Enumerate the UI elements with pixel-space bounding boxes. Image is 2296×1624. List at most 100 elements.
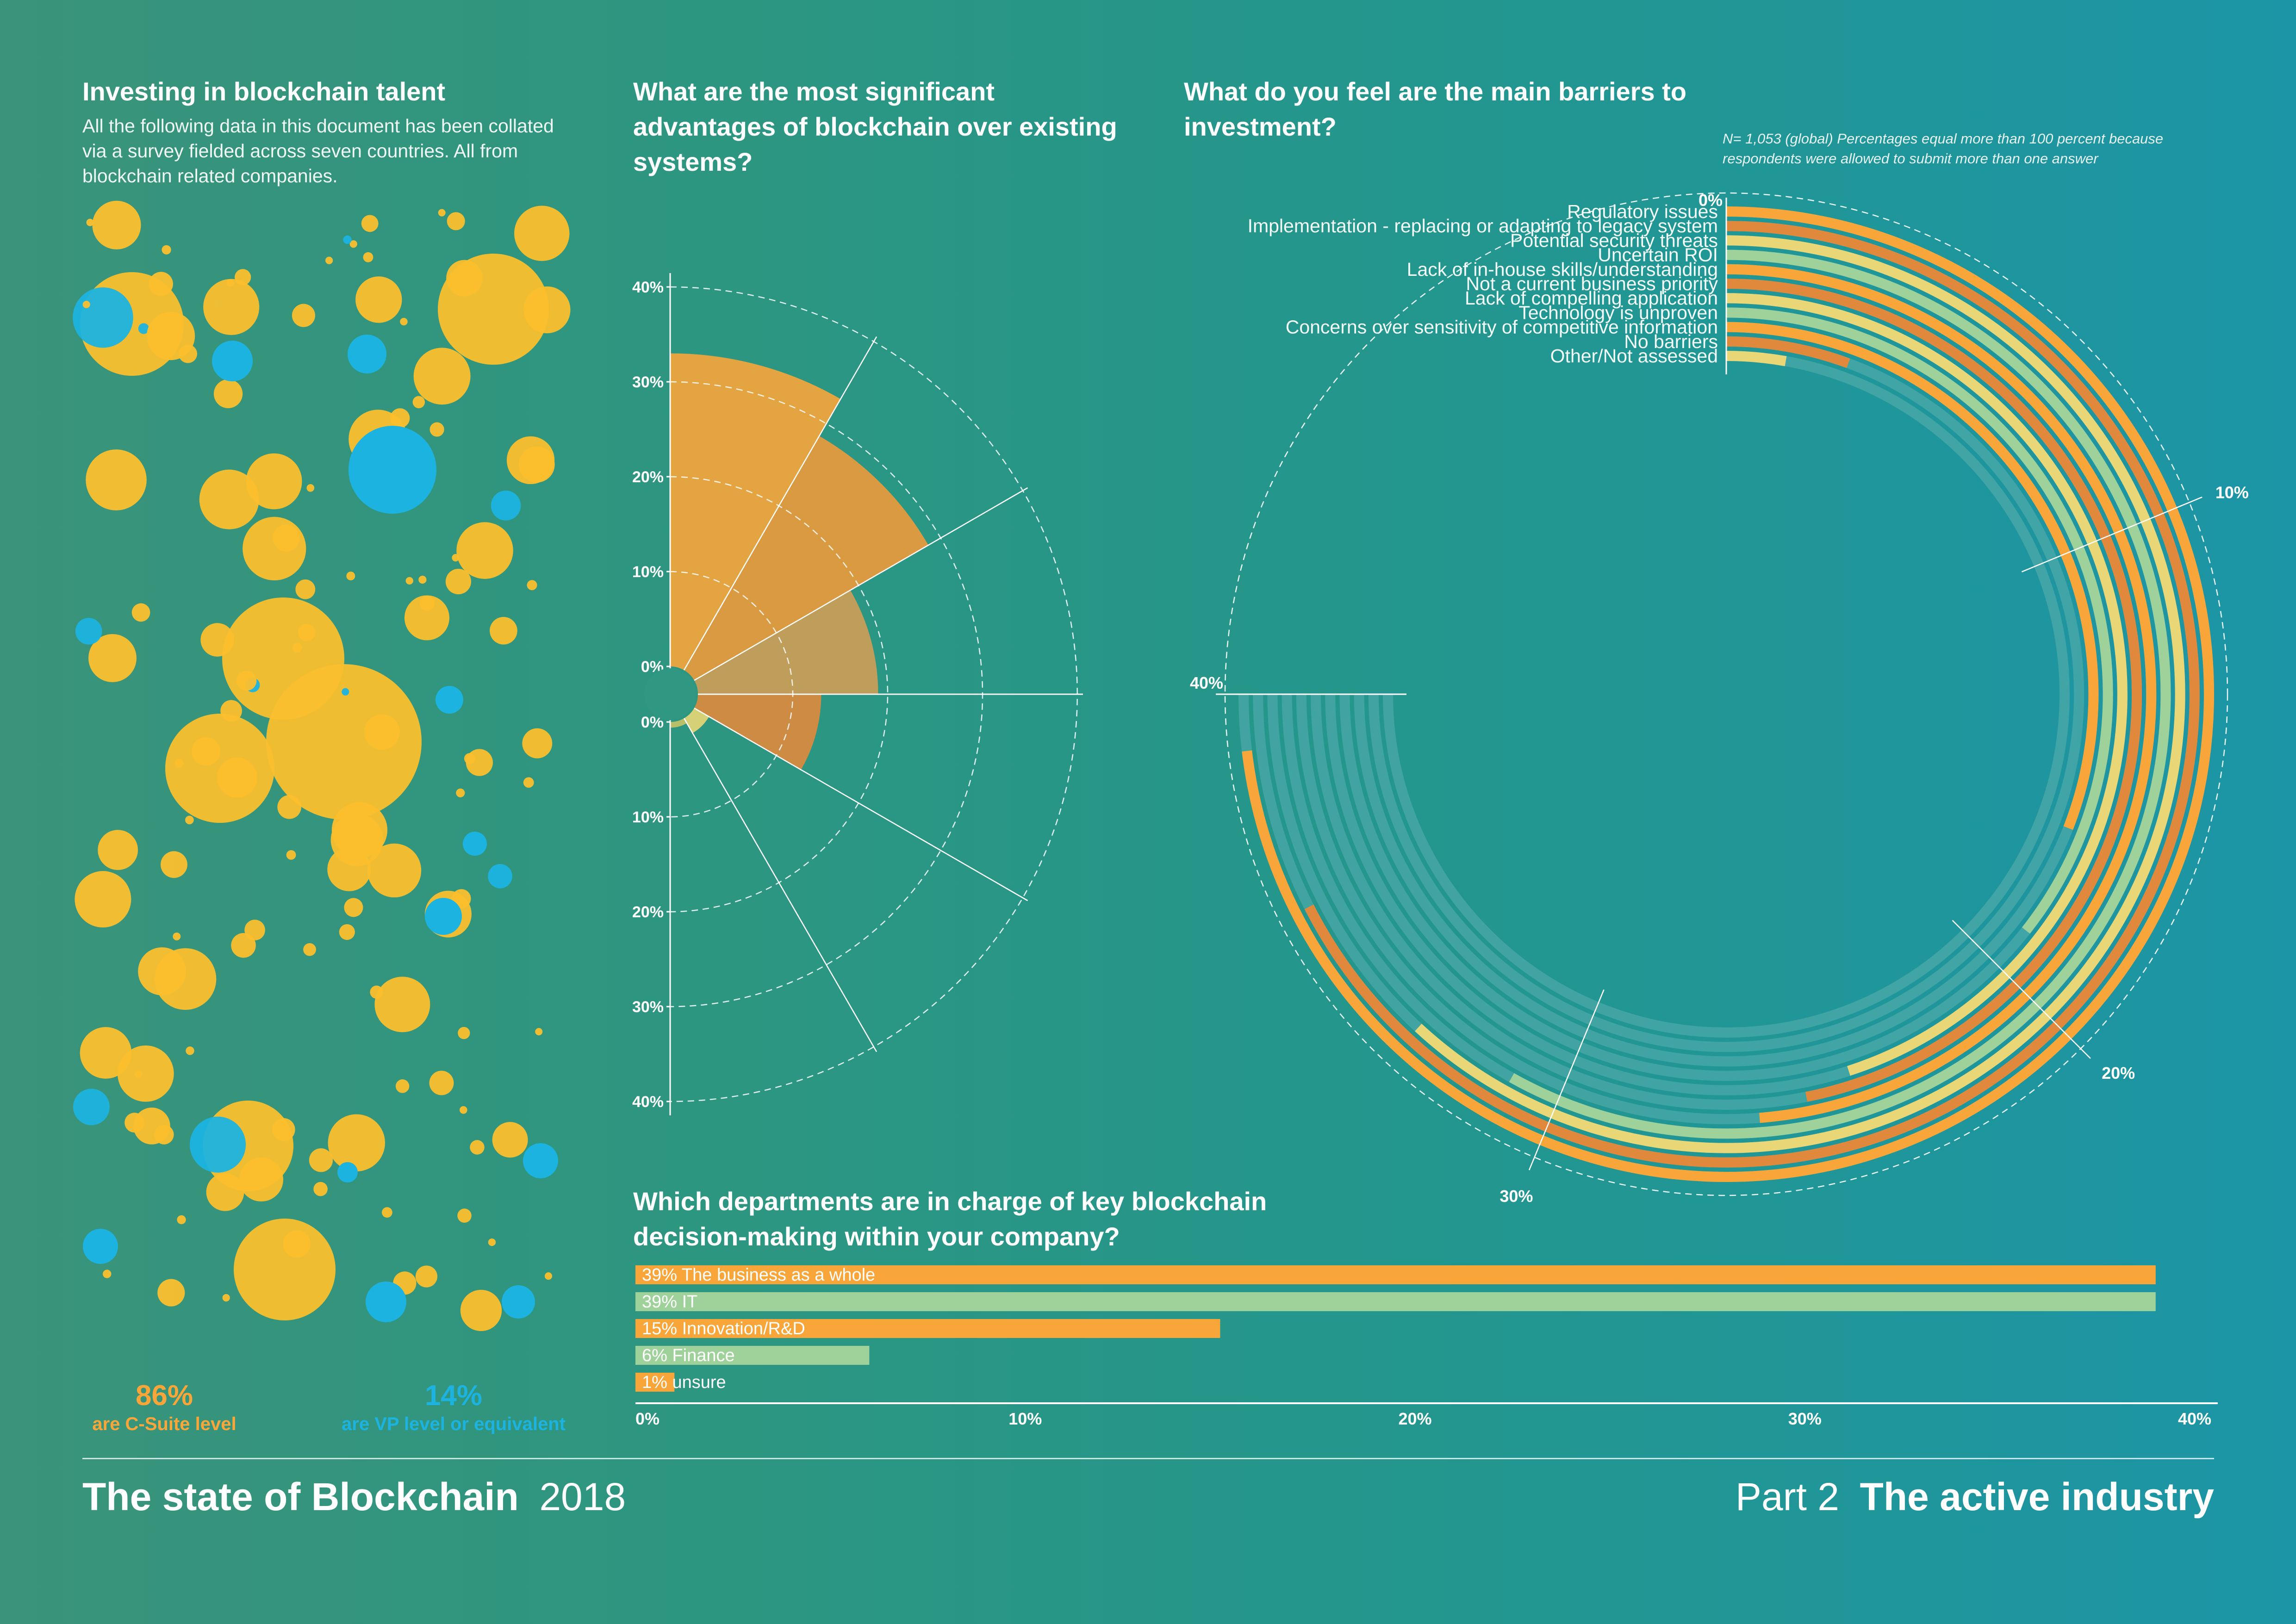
talent-bubble	[366, 1282, 406, 1322]
talent-bubble	[325, 256, 333, 264]
department-bar	[635, 1265, 2156, 1284]
department-bar-label: 15% Innovation/R&D	[642, 1319, 805, 1338]
footer-part: Part 2	[1735, 1475, 1839, 1518]
talent-bubble	[174, 759, 184, 768]
talent-bubble	[146, 311, 195, 361]
advantage-tick-label: 30%	[632, 998, 664, 1016]
advantage-wedge	[684, 708, 709, 733]
talent-bubble-chart	[73, 200, 571, 1332]
talent-bubble	[303, 943, 316, 956]
talent-bubble	[239, 1157, 283, 1202]
talent-bubble	[488, 864, 512, 889]
talent-bubble	[277, 795, 301, 819]
talent-bubble	[348, 335, 386, 373]
barrier-label: Lack of compelling application	[1465, 287, 1718, 309]
talent-bubble	[86, 218, 94, 226]
talent-bubble	[83, 1229, 118, 1264]
talent-bubble	[470, 1140, 485, 1155]
talent-bubble	[200, 623, 234, 657]
talent-bubble	[457, 1208, 472, 1223]
barrier-arc	[1414, 235, 2185, 1153]
department-tick-label: 30%	[1788, 1409, 1822, 1428]
talent-bubble	[506, 436, 555, 485]
talent-bubble	[346, 572, 355, 580]
department-tick-label: 40%	[2178, 1409, 2211, 1428]
talent-bubble	[456, 522, 513, 579]
talent-bubble	[103, 1269, 112, 1278]
barrier-arc	[1304, 221, 2200, 1168]
barrier-tick-label: 10%	[2215, 483, 2249, 502]
talent-bubble	[535, 1028, 543, 1036]
talent-bubble	[395, 1079, 410, 1093]
talent-bubble	[286, 850, 296, 860]
talent-bubble	[222, 597, 344, 720]
talent-bubble	[452, 554, 460, 562]
talent-bubble	[246, 453, 302, 510]
department-tick-label: 20%	[1398, 1409, 1431, 1428]
advantage-tick-label: 30%	[632, 373, 664, 391]
talent-bubble	[544, 1272, 553, 1280]
talent-bubble	[514, 205, 570, 261]
department-bar-label: 39% The business as a whole	[642, 1265, 875, 1285]
talent-bubble	[309, 1148, 333, 1172]
talent-bubble	[405, 577, 413, 585]
barrier-spoke	[1528, 989, 1605, 1170]
talent-bubble	[367, 843, 422, 898]
talent-bubble	[73, 1089, 110, 1126]
talent-bubble	[75, 618, 102, 645]
talent-bubble	[436, 686, 463, 714]
talent-bubble	[348, 426, 436, 514]
talent-bubble	[98, 830, 138, 870]
departments-title: Which departments are in charge of key b…	[633, 1187, 1267, 1251]
barrier-label: Not a current business priority	[1466, 273, 1718, 294]
barrier-label: Regulatory issues	[1567, 201, 1718, 222]
talent-bubble	[298, 624, 316, 641]
talent-bubble	[212, 341, 253, 381]
footer-year: 2018	[539, 1475, 626, 1518]
barrier-tick-label: 40%	[1190, 673, 1223, 692]
footer-divider	[82, 1458, 2214, 1459]
advantage-tick-label: 10%	[632, 563, 664, 581]
barrier-tick-label: 30%	[1500, 1187, 1533, 1206]
talent-bubble	[86, 449, 147, 510]
talent-bubble	[191, 737, 220, 766]
talent-bubble	[413, 348, 471, 405]
talent-bubble	[220, 700, 242, 722]
talent-bubble	[236, 671, 257, 691]
talent-bubble	[446, 260, 483, 297]
talent-bubble	[429, 422, 444, 437]
talent-bubble	[162, 245, 171, 255]
department-tick-label: 10%	[1008, 1409, 1042, 1428]
barrier-spoke	[1952, 920, 2091, 1059]
talent-bubble	[464, 753, 475, 764]
talent-bubble	[231, 933, 256, 958]
talent-bubble	[456, 788, 465, 797]
talent-bubble	[82, 300, 90, 308]
talent-bubble	[88, 634, 137, 682]
department-bar	[635, 1292, 2156, 1311]
talent-bubble	[186, 1046, 194, 1055]
talent-title: Investing in blockchain talent	[82, 77, 446, 106]
talent-bubble	[382, 1207, 392, 1218]
department-bar	[635, 1346, 870, 1365]
talent-bubble	[343, 235, 352, 244]
talent-bubble	[400, 317, 408, 326]
advantage-centre	[644, 668, 696, 720]
barrier-arc	[1726, 307, 2113, 934]
vp-label: are VP level or equivalent	[342, 1414, 566, 1434]
talent-bubble	[523, 1143, 558, 1178]
talent-bubble	[243, 516, 306, 581]
barrier-label: No barriers	[1624, 331, 1718, 352]
talent-bubble	[438, 209, 446, 217]
talent-bubble	[272, 1118, 295, 1141]
talent-bubble	[75, 871, 131, 928]
csuite-label: are C-Suite level	[92, 1414, 236, 1434]
talent-bubble	[154, 948, 217, 1010]
talent-bubble	[522, 728, 553, 759]
barrier-label: Technology is unproven	[1518, 302, 1718, 323]
barrier-arc	[1726, 322, 2099, 830]
talent-bubble	[92, 200, 141, 249]
talent-bubble	[173, 932, 181, 940]
